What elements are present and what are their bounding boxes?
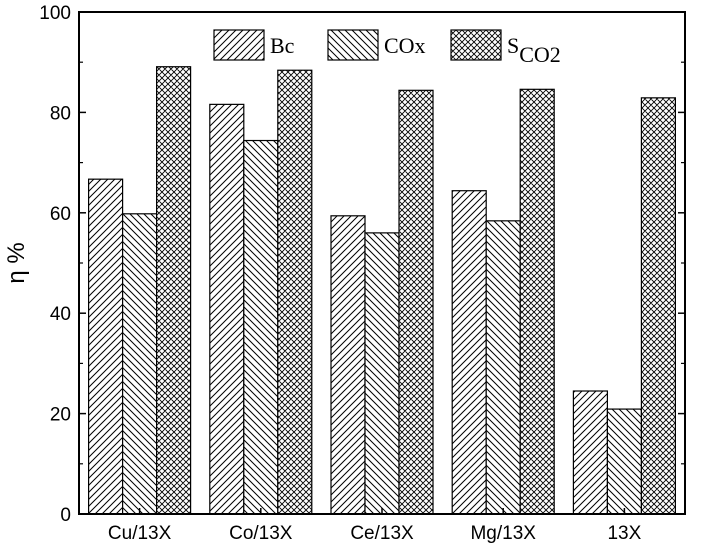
y-tick-label: 100 xyxy=(39,3,71,24)
bar-bc-cu-13x xyxy=(87,178,124,515)
bar-cox-ce-13x xyxy=(364,232,400,515)
bar-bc-co-13x xyxy=(209,103,245,515)
x-tick-label: Mg/13X xyxy=(470,523,536,544)
legend-label-bc: Bc xyxy=(270,33,295,58)
bar-sco2-mg-13x xyxy=(519,88,555,515)
y-tick-label: 40 xyxy=(50,304,71,325)
y-axis-title: η % xyxy=(3,242,30,283)
bar-bc-mg-13x xyxy=(451,190,487,515)
x-axis: Cu/13X Co/13X Ce/13X Mg/13X 13X xyxy=(108,508,642,544)
bar-sco2-co-13x xyxy=(277,69,313,515)
bar-cox-co-13x xyxy=(243,139,279,515)
x-tick-label: 13X xyxy=(607,523,641,544)
legend-label-cox: COx xyxy=(384,33,426,58)
bar-bc-13x xyxy=(572,390,609,515)
bar-bc-ce-13x xyxy=(330,215,366,515)
legend-label-sco2: SCO2 xyxy=(507,33,561,67)
bar-cox-mg-13x xyxy=(485,220,521,515)
y-tick-label: 80 xyxy=(50,103,71,124)
x-tick-label: Co/13X xyxy=(229,523,293,544)
y-tick-label: 0 xyxy=(60,505,71,526)
legend: Bc COx SCO2 xyxy=(213,29,561,67)
y-axis: 0 20 40 60 80 100 xyxy=(39,3,685,526)
y-tick-label: 60 xyxy=(50,204,71,225)
bars-layer xyxy=(87,66,677,515)
bar-sco2-13x xyxy=(640,97,677,515)
x-tick-label: Cu/13X xyxy=(108,523,172,544)
bar-sco2-cu-13x xyxy=(156,66,192,515)
bar-sco2-ce-13x xyxy=(398,89,434,515)
bar-cox-13x xyxy=(606,408,643,515)
legend-label-subscript: CO2 xyxy=(519,42,561,67)
y-tick-label: 20 xyxy=(50,405,71,426)
x-tick-label: Ce/13X xyxy=(350,523,414,544)
legend-swatch-sco2 xyxy=(450,29,502,61)
bar-cox-cu-13x xyxy=(121,213,158,515)
legend-swatch-bc xyxy=(213,29,265,61)
legend-swatch-cox xyxy=(327,29,379,61)
